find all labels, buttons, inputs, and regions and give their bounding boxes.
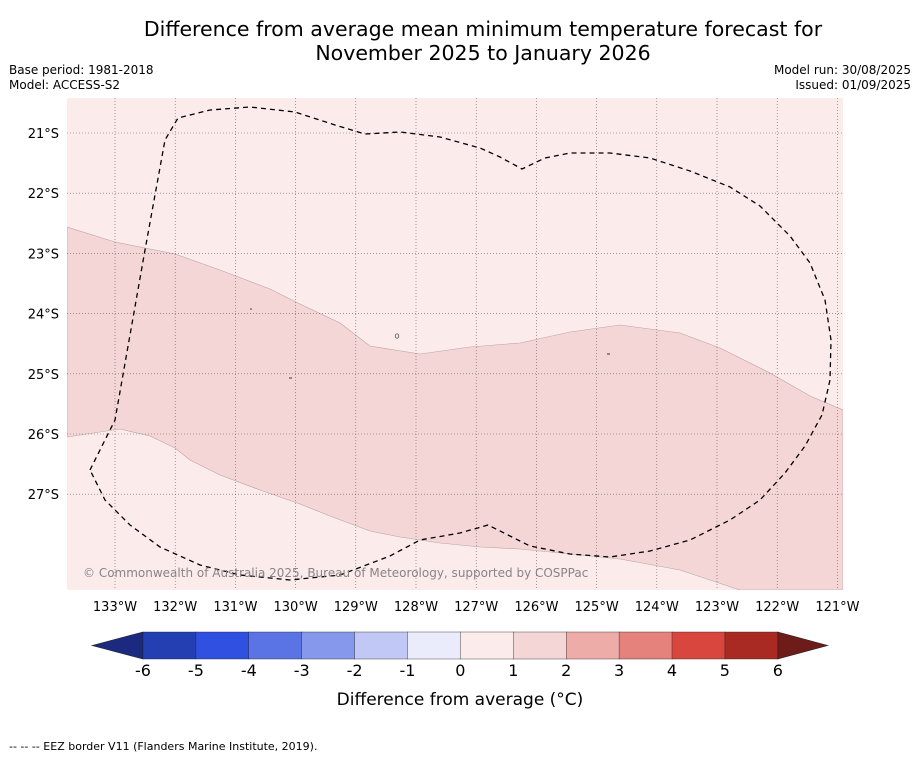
colorbar-segment — [354, 631, 409, 660]
longitude-tick-label: 125°W — [575, 600, 619, 615]
colorbar-min-extension — [90, 631, 144, 660]
colorbar — [90, 631, 829, 660]
longitude-tick-label: 128°W — [394, 600, 438, 615]
colorbar-tick-label: 1 — [508, 661, 518, 680]
left-metadata: Base period: 1981-2018 Model: ACCESS-S2 — [9, 63, 154, 93]
colorbar-tick-label: -1 — [400, 661, 416, 680]
issued-text: Issued: 01/09/2025 — [795, 78, 911, 92]
map-area: © Commonwealth of Australia 2025, Bureau… — [67, 98, 843, 590]
latitude-tick-label: 25°S — [28, 368, 59, 383]
colorbar-segment — [195, 631, 250, 660]
latitude-tick-label: 24°S — [28, 308, 59, 323]
longitude-tick-label: 124°W — [635, 600, 679, 615]
colorbar-segment — [407, 631, 461, 660]
colorbar-tick-label: 0 — [455, 661, 465, 680]
title-line-1: Difference from average mean minimum tem… — [143, 17, 823, 41]
latitude-tick-label: 27°S — [28, 488, 59, 503]
map-title: Difference from average mean minimum tem… — [0, 17, 919, 65]
latitude-tick-label: 26°S — [28, 428, 59, 443]
right-metadata: Model run: 30/08/2025 Issued: 01/09/2025 — [774, 63, 911, 93]
colorbar-segment — [142, 631, 197, 660]
latitude-tick-label: 22°S — [28, 187, 59, 202]
longitude-tick-label: 133°W — [93, 600, 137, 615]
colorbar-tick-label: -4 — [241, 661, 257, 680]
colorbar-tick-label: 6 — [773, 661, 783, 680]
colorbar-segment — [460, 631, 514, 660]
colorbar-segment — [513, 631, 567, 660]
longitude-tick-label: 127°W — [454, 600, 498, 615]
model-run-text: Model run: 30/08/2025 — [773, 63, 911, 77]
anomaly-band-1-to-2 — [67, 226, 843, 590]
base-period-text: Base period: 1981-2018 — [9, 63, 154, 77]
colorbar-tick-label: 5 — [720, 661, 730, 680]
colorbar-tick-label: -3 — [294, 661, 310, 680]
longitude-tick-label: 126°W — [514, 600, 558, 615]
latitude-tick-label: 21°S — [28, 127, 59, 142]
latitude-tick-label: 23°S — [28, 247, 59, 262]
longitude-tick-label: 129°W — [334, 600, 378, 615]
longitude-tick-label: 121°W — [815, 600, 859, 615]
colorbar-tick-label: 2 — [561, 661, 571, 680]
island-marker — [250, 308, 252, 310]
colorbar-segment — [724, 631, 779, 660]
eez-border-line — [89, 106, 832, 581]
longitude-tick-label: 123°W — [695, 600, 739, 615]
colorbar-tick-label: 3 — [614, 661, 624, 680]
colorbar-segment — [301, 631, 356, 660]
longitude-tick-label: 122°W — [755, 600, 799, 615]
colorbar-tick-label: -2 — [347, 661, 363, 680]
copyright-text: © Commonwealth of Australia 2025, Bureau… — [83, 566, 588, 580]
colorbar-segment — [566, 631, 620, 660]
eez-legend-text: -- -- -- EEZ border V11 (Flanders Marine… — [9, 740, 318, 753]
title-line-2: November 2025 to January 2026 — [315, 41, 651, 65]
longitude-tick-label: 130°W — [274, 600, 318, 615]
colorbar-segment — [248, 631, 303, 660]
map-gridlines — [67, 98, 843, 590]
longitude-tick-labels: 133°W 132°W 131°W 130°W 129°W 128°W 127°W 126°W… — [93, 600, 860, 615]
colorbar-label: Difference from average (°C) — [337, 690, 584, 710]
longitude-tick-label: 131°W — [213, 600, 257, 615]
colorbar-tick-labels: -6 -5 -4 -3 -2 -1 0 1 2 3 4 5 6 — [135, 661, 783, 680]
colorbar-segment — [671, 631, 726, 660]
colorbar-tick-label: 4 — [667, 661, 677, 680]
colorbar-segment — [618, 631, 673, 660]
island-marker — [394, 333, 400, 339]
colorbar-max-extension — [777, 631, 829, 660]
colorbar-tick-label: -5 — [188, 661, 204, 680]
colorbar-tick-label: -6 — [135, 661, 151, 680]
model-text: Model: ACCESS-S2 — [9, 78, 121, 92]
latitude-tick-labels: 21°S 22°S 23°S 24°S 25°S 26°S 27°S — [28, 127, 59, 503]
longitude-tick-label: 132°W — [153, 600, 197, 615]
